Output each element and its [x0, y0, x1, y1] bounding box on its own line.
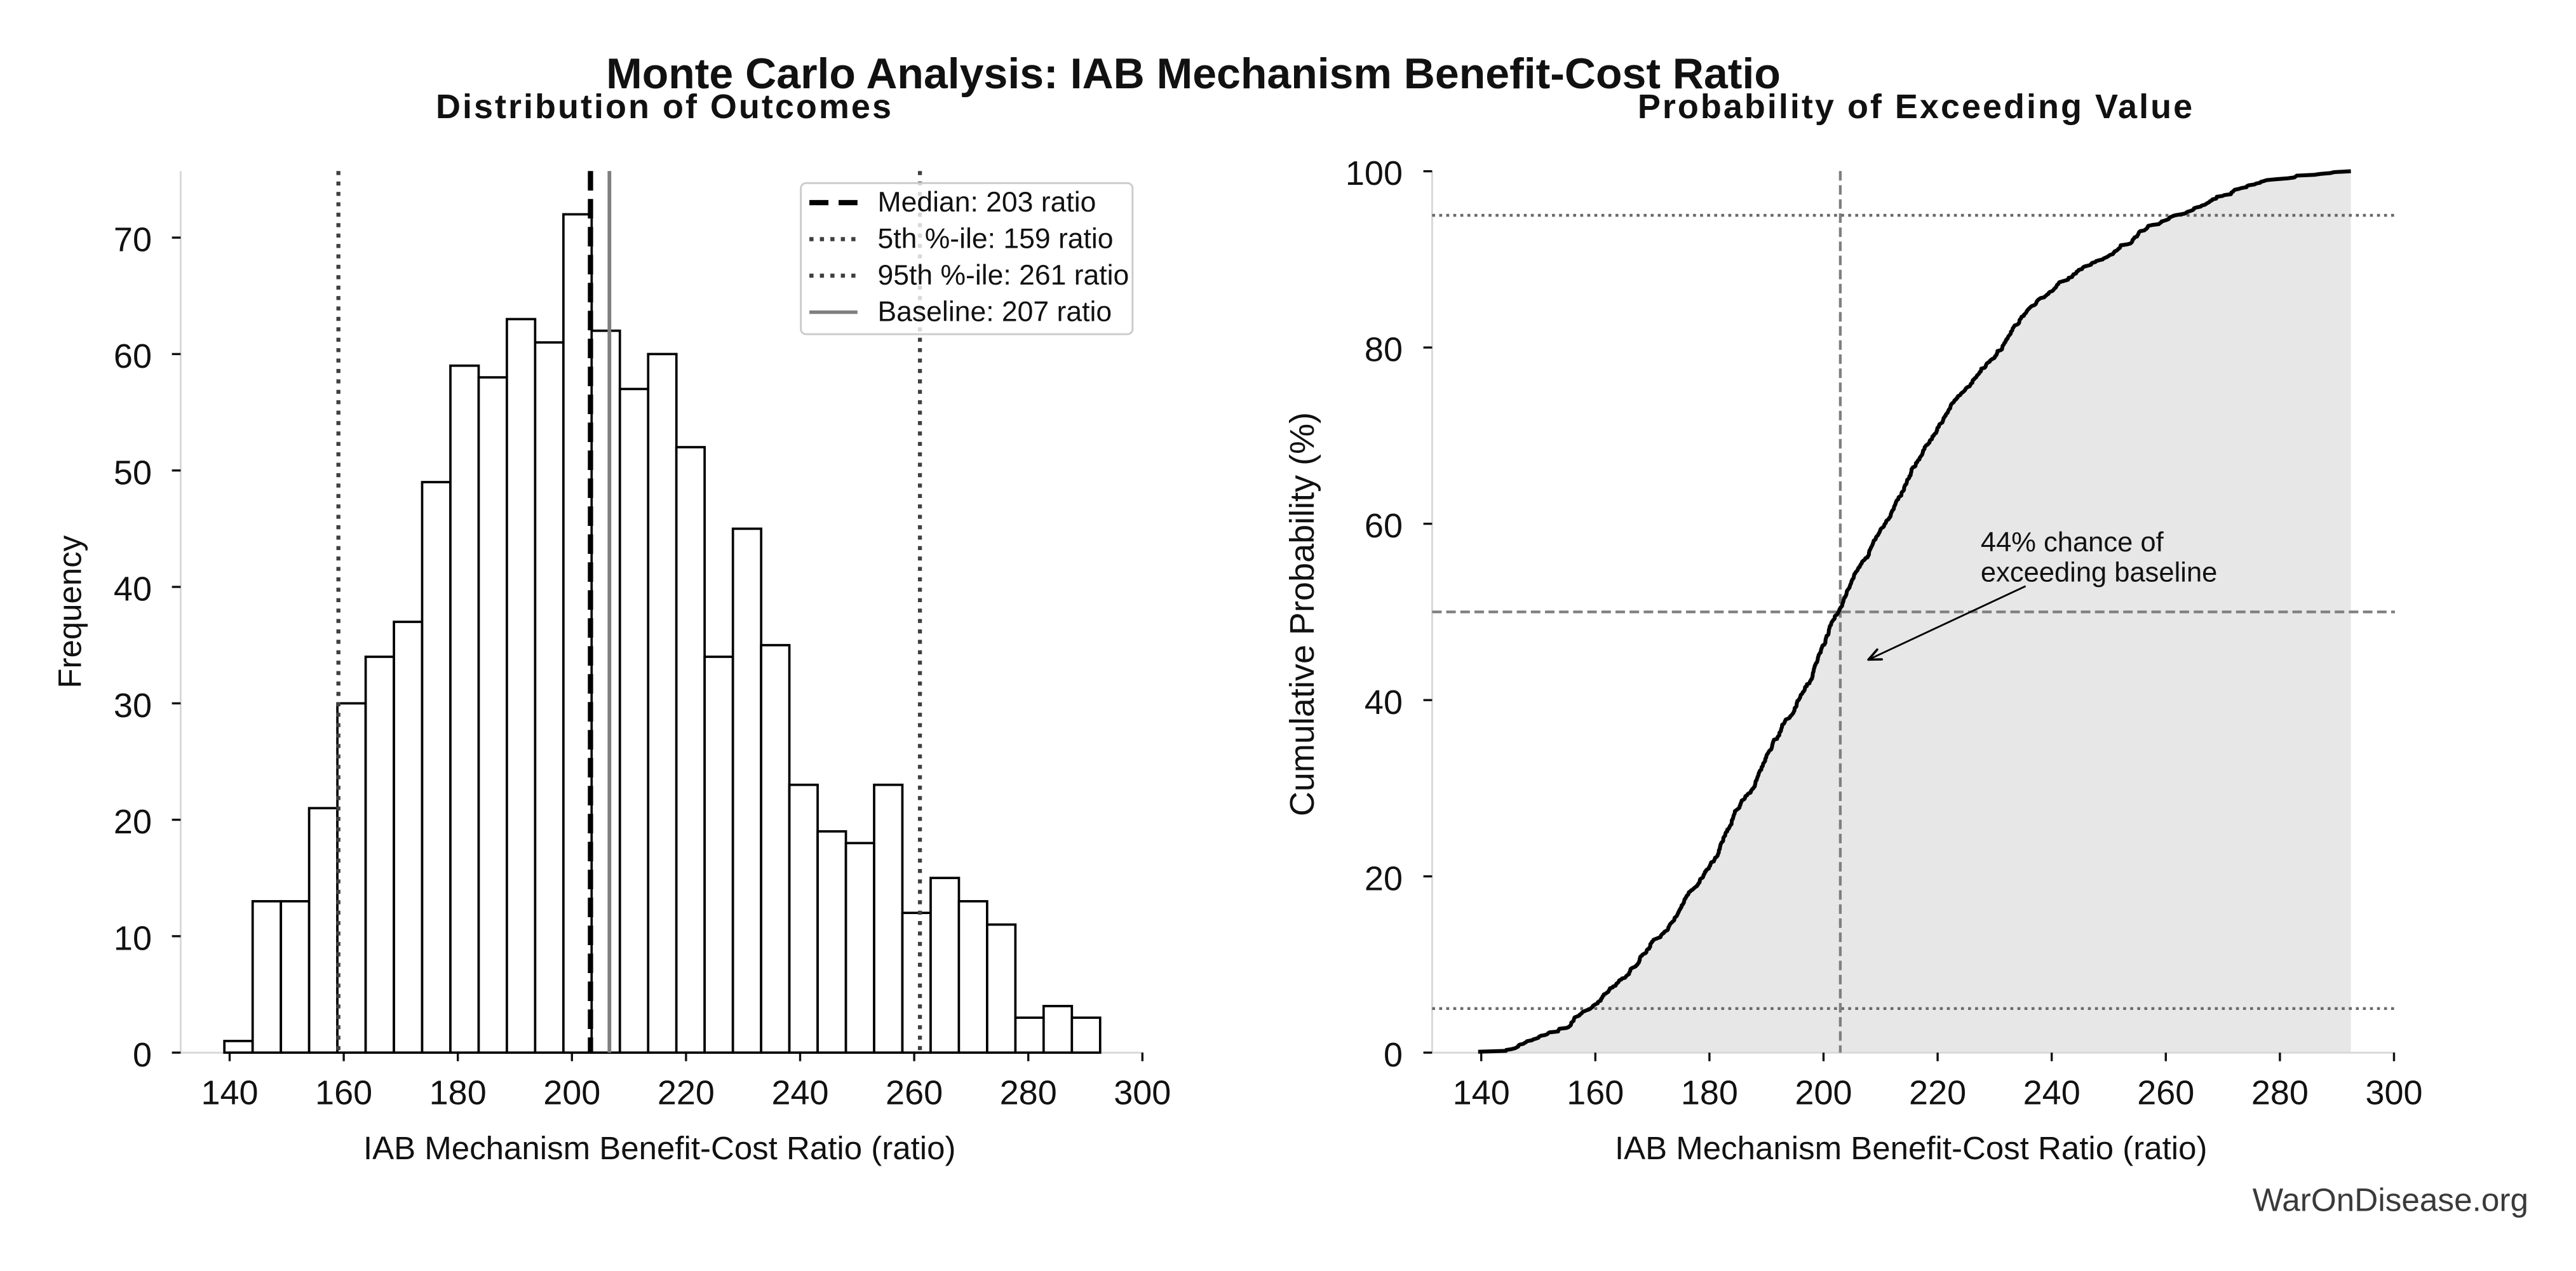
svg-text:180: 180 — [1681, 1073, 1738, 1112]
svg-text:260: 260 — [886, 1073, 943, 1112]
svg-text:IAB Mechanism Benefit-Cost Rat: IAB Mechanism Benefit-Cost Ratio (ratio) — [1615, 1130, 2208, 1166]
svg-text:IAB Mechanism Benefit-Cost Rat: IAB Mechanism Benefit-Cost Ratio (ratio) — [363, 1130, 956, 1166]
svg-text:280: 280 — [1000, 1073, 1057, 1112]
svg-text:160: 160 — [315, 1073, 372, 1112]
svg-text:140: 140 — [1453, 1073, 1510, 1112]
svg-text:Probability of Exceeding Value: Probability of Exceeding Value — [1638, 88, 2194, 126]
svg-text:Median: 203 ratio: Median: 203 ratio — [878, 187, 1096, 218]
svg-text:Baseline: 207 ratio: Baseline: 207 ratio — [878, 297, 1112, 328]
svg-text:140: 140 — [201, 1073, 258, 1112]
svg-text:220: 220 — [657, 1073, 715, 1112]
svg-text:Monte Carlo Analysis: IAB Mech: Monte Carlo Analysis: IAB Mechanism Bene… — [606, 50, 1781, 98]
svg-text:240: 240 — [2023, 1073, 2080, 1112]
svg-text:Frequency: Frequency — [51, 535, 88, 688]
svg-text:Cumulative Probability (%): Cumulative Probability (%) — [1283, 412, 1321, 816]
svg-text:44% chance of: 44% chance of — [1981, 527, 2164, 558]
svg-text:95th %-ile: 261 ratio: 95th %-ile: 261 ratio — [878, 260, 1130, 291]
svg-text:5th %-ile: 159 ratio: 5th %-ile: 159 ratio — [878, 224, 1114, 255]
svg-text:240: 240 — [771, 1073, 828, 1112]
svg-text:260: 260 — [2137, 1073, 2194, 1112]
svg-text:80: 80 — [1365, 331, 1403, 369]
svg-text:WarOnDisease.org: WarOnDisease.org — [2253, 1181, 2528, 1218]
svg-text:20: 20 — [114, 803, 152, 841]
svg-text:20: 20 — [1365, 859, 1403, 898]
svg-text:60: 60 — [114, 337, 152, 375]
svg-text:50: 50 — [114, 454, 152, 492]
svg-text:60: 60 — [1365, 507, 1403, 545]
svg-text:300: 300 — [1114, 1073, 1171, 1112]
svg-text:200: 200 — [543, 1073, 600, 1112]
svg-text:30: 30 — [114, 687, 152, 725]
svg-text:220: 220 — [1909, 1073, 1966, 1112]
svg-text:300: 300 — [2365, 1073, 2422, 1112]
svg-text:0: 0 — [133, 1036, 152, 1074]
svg-text:100: 100 — [1345, 154, 1403, 192]
svg-text:40: 40 — [114, 570, 152, 609]
svg-text:40: 40 — [1365, 683, 1403, 722]
svg-text:10: 10 — [114, 920, 152, 958]
svg-text:exceeding baseline: exceeding baseline — [1981, 558, 2217, 588]
svg-text:180: 180 — [429, 1073, 487, 1112]
svg-text:200: 200 — [1795, 1073, 1852, 1112]
svg-text:70: 70 — [114, 221, 152, 259]
svg-text:160: 160 — [1567, 1073, 1624, 1112]
svg-text:280: 280 — [2251, 1073, 2309, 1112]
svg-text:Distribution of Outcomes: Distribution of Outcomes — [436, 88, 893, 126]
svg-text:0: 0 — [1384, 1036, 1403, 1074]
